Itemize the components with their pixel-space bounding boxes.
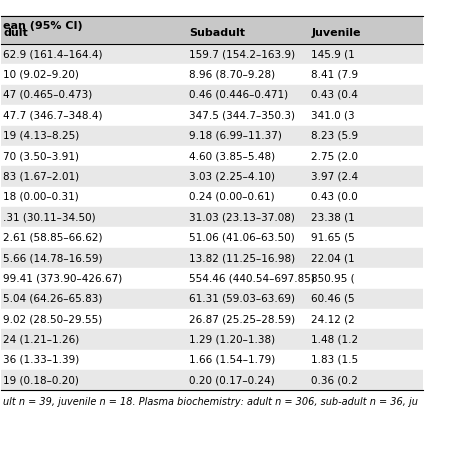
Text: 2.61 (58.85–66.62): 2.61 (58.85–66.62) bbox=[3, 233, 103, 243]
Text: 0.43 (0.4: 0.43 (0.4 bbox=[311, 90, 358, 100]
Text: 36 (1.33–1.39): 36 (1.33–1.39) bbox=[3, 355, 80, 365]
Text: 1.66 (1.54–1.79): 1.66 (1.54–1.79) bbox=[189, 355, 275, 365]
Bar bbox=[1, 329, 423, 350]
Text: 22.04 (1: 22.04 (1 bbox=[311, 253, 355, 263]
Text: 51.06 (41.06–63.50): 51.06 (41.06–63.50) bbox=[189, 233, 295, 243]
Bar bbox=[1, 268, 423, 289]
Text: 19 (0.18–0.20): 19 (0.18–0.20) bbox=[3, 375, 79, 385]
Text: 31.03 (23.13–37.08): 31.03 (23.13–37.08) bbox=[189, 212, 295, 222]
Text: 5.04 (64.26–65.83): 5.04 (64.26–65.83) bbox=[3, 294, 103, 304]
Text: 347.5 (344.7–350.3): 347.5 (344.7–350.3) bbox=[189, 110, 295, 120]
Bar bbox=[1, 309, 423, 329]
Bar bbox=[1, 187, 423, 207]
Text: 8.41 (7.9: 8.41 (7.9 bbox=[311, 70, 359, 80]
Text: 10 (9.02–9.20): 10 (9.02–9.20) bbox=[3, 70, 79, 80]
Text: 60.46 (5: 60.46 (5 bbox=[311, 294, 355, 304]
Bar bbox=[1, 146, 423, 166]
Text: 0.46 (0.446–0.471): 0.46 (0.446–0.471) bbox=[189, 90, 288, 100]
Bar bbox=[1, 228, 423, 248]
Text: 159.7 (154.2–163.9): 159.7 (154.2–163.9) bbox=[189, 49, 295, 59]
Text: 3.97 (2.4: 3.97 (2.4 bbox=[311, 172, 359, 182]
Bar bbox=[1, 350, 423, 370]
Text: 5.66 (14.78–16.59): 5.66 (14.78–16.59) bbox=[3, 253, 103, 263]
Text: dult: dult bbox=[3, 28, 28, 38]
Bar bbox=[1, 85, 423, 105]
Bar bbox=[1, 64, 423, 85]
Text: 19 (4.13–8.25): 19 (4.13–8.25) bbox=[3, 131, 80, 141]
Bar bbox=[1, 166, 423, 187]
Text: 0.36 (0.2: 0.36 (0.2 bbox=[311, 375, 358, 385]
Text: 1.48 (1.2: 1.48 (1.2 bbox=[311, 335, 359, 345]
Text: 24 (1.21–1.26): 24 (1.21–1.26) bbox=[3, 335, 80, 345]
Text: 61.31 (59.03–63.69): 61.31 (59.03–63.69) bbox=[189, 294, 295, 304]
Text: 18 (0.00–0.31): 18 (0.00–0.31) bbox=[3, 192, 79, 202]
Text: 0.24 (0.00–0.61): 0.24 (0.00–0.61) bbox=[189, 192, 275, 202]
Bar bbox=[1, 248, 423, 268]
Text: Subadult: Subadult bbox=[189, 28, 245, 38]
Text: 8.96 (8.70–9.28): 8.96 (8.70–9.28) bbox=[189, 70, 275, 80]
Text: 70 (3.50–3.91): 70 (3.50–3.91) bbox=[3, 151, 80, 161]
Text: 26.87 (25.25–28.59): 26.87 (25.25–28.59) bbox=[189, 314, 295, 324]
Text: 850.95 (: 850.95 ( bbox=[311, 273, 355, 283]
Text: 4.60 (3.85–5.48): 4.60 (3.85–5.48) bbox=[189, 151, 275, 161]
Text: 47.7 (346.7–348.4): 47.7 (346.7–348.4) bbox=[3, 110, 103, 120]
Text: 62.9 (161.4–164.4): 62.9 (161.4–164.4) bbox=[3, 49, 103, 59]
Text: 83 (1.67–2.01): 83 (1.67–2.01) bbox=[3, 172, 80, 182]
Bar bbox=[1, 126, 423, 146]
Text: 47 (0.465–0.473): 47 (0.465–0.473) bbox=[3, 90, 93, 100]
Bar bbox=[1, 370, 423, 391]
Bar bbox=[1, 105, 423, 126]
Text: 99.41 (373.90–426.67): 99.41 (373.90–426.67) bbox=[3, 273, 123, 283]
Bar bbox=[1, 207, 423, 228]
Text: 8.23 (5.9: 8.23 (5.9 bbox=[311, 131, 359, 141]
Text: 0.43 (0.0: 0.43 (0.0 bbox=[311, 192, 358, 202]
Text: 91.65 (5: 91.65 (5 bbox=[311, 233, 355, 243]
Text: 3.03 (2.25–4.10): 3.03 (2.25–4.10) bbox=[189, 172, 275, 182]
Bar bbox=[1, 16, 423, 44]
Text: ean (95% CI): ean (95% CI) bbox=[3, 21, 83, 31]
Text: 145.9 (1: 145.9 (1 bbox=[311, 49, 355, 59]
Text: 1.29 (1.20–1.38): 1.29 (1.20–1.38) bbox=[189, 335, 275, 345]
Text: 341.0 (3: 341.0 (3 bbox=[311, 110, 355, 120]
Bar bbox=[1, 44, 423, 64]
Text: 554.46 (440.54–697.85): 554.46 (440.54–697.85) bbox=[189, 273, 315, 283]
Bar bbox=[1, 289, 423, 309]
Text: 24.12 (2: 24.12 (2 bbox=[311, 314, 355, 324]
Text: 0.20 (0.17–0.24): 0.20 (0.17–0.24) bbox=[189, 375, 275, 385]
Text: ult n = 39, juvenile n = 18. Plasma biochemistry: adult n = 306, sub-adult n = 3: ult n = 39, juvenile n = 18. Plasma bioc… bbox=[3, 397, 419, 407]
Text: 23.38 (1: 23.38 (1 bbox=[311, 212, 355, 222]
Text: .31 (30.11–34.50): .31 (30.11–34.50) bbox=[3, 212, 96, 222]
Text: 13.82 (11.25–16.98): 13.82 (11.25–16.98) bbox=[189, 253, 295, 263]
Text: 9.18 (6.99–11.37): 9.18 (6.99–11.37) bbox=[189, 131, 282, 141]
Text: 2.75 (2.0: 2.75 (2.0 bbox=[311, 151, 358, 161]
Text: Juvenile: Juvenile bbox=[311, 28, 361, 38]
Text: 9.02 (28.50–29.55): 9.02 (28.50–29.55) bbox=[3, 314, 103, 324]
Text: 1.83 (1.5: 1.83 (1.5 bbox=[311, 355, 359, 365]
